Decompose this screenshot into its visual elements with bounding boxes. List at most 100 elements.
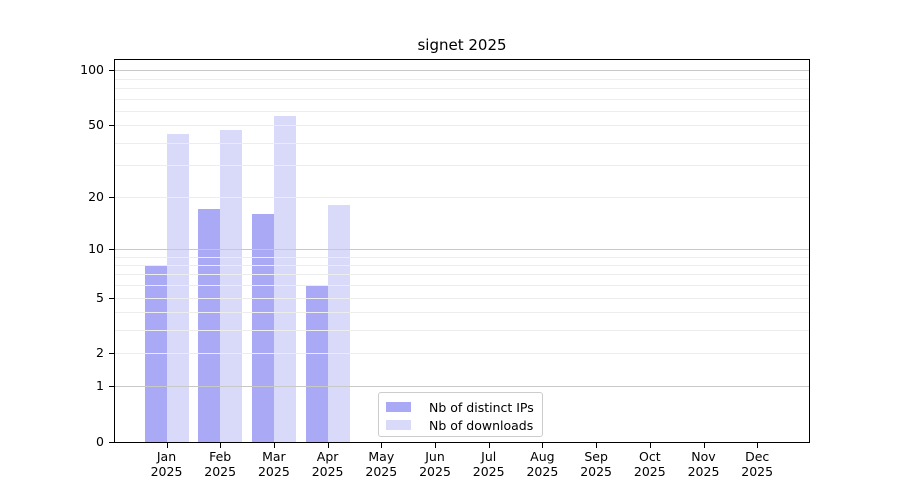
y-tick-label-20: 20 [88, 188, 104, 204]
gridline-major-10 [115, 249, 809, 250]
x-tick-mark [489, 443, 490, 448]
legend-label: Nb of distinct IPs [429, 399, 534, 415]
grid-layer [115, 60, 809, 442]
x-tick-label-mar: Mar 2025 [242, 449, 306, 479]
gridline-minor-20 [115, 197, 809, 198]
x-tick-year: 2025 [526, 464, 559, 479]
gridline-major-100 [115, 70, 809, 71]
x-tick-year: 2025 [419, 464, 451, 479]
x-tick-label-feb: Feb 2025 [188, 449, 252, 479]
x-tick-month: Feb [209, 449, 232, 464]
x-tick-mark [704, 443, 705, 448]
bar-feb-downloads [220, 130, 243, 442]
x-tick-month: Mar [262, 449, 286, 464]
bars-layer [115, 60, 809, 442]
chart-title: signet 2025 [417, 36, 507, 54]
x-tick-label-sep: Sep 2025 [564, 449, 628, 479]
x-tick-month: Dec [745, 449, 770, 464]
x-tick-month: Sep [584, 449, 608, 464]
gridline-minor-70 [115, 99, 809, 100]
x-tick-month: Jun [425, 449, 445, 464]
gridline-minor-5 [115, 298, 809, 299]
x-tick-label-apr: Apr 2025 [296, 449, 360, 479]
y-tick-mark [109, 442, 114, 443]
y-tick-mark [109, 70, 114, 71]
bar-jan-downloads [166, 133, 189, 442]
x-tick-month: Oct [638, 449, 661, 464]
x-tick-year: 2025 [365, 464, 398, 479]
gridline-minor-80 [115, 88, 809, 89]
x-tick-month: Aug [530, 449, 555, 464]
legend-swatch-distinct-ips [386, 402, 411, 412]
gridline-minor-3 [115, 330, 809, 331]
x-tick-year: 2025 [472, 464, 505, 479]
x-tick-year: 2025 [741, 464, 774, 479]
x-tick-month: Jan [156, 449, 177, 464]
gridline-minor-50 [115, 125, 809, 126]
y-tick-label-50: 50 [88, 117, 104, 133]
gridline-minor-4 [115, 312, 809, 313]
gridline-major-1 [115, 386, 809, 387]
x-tick-month: Nov [691, 449, 716, 464]
legend-entry: Nb of distinct IPs [379, 398, 542, 416]
bar-mar-distinct-ips [251, 213, 274, 442]
y-tick-label-1: 1 [96, 378, 104, 394]
y-tick-label-2: 2 [96, 345, 104, 361]
x-tick-label-oct: Oct 2025 [618, 449, 682, 479]
legend-swatch-downloads [386, 420, 411, 430]
x-tick-label-jan: Jan 2025 [135, 449, 199, 479]
x-tick-month: Apr [316, 449, 339, 464]
x-tick-mark [435, 443, 436, 448]
bar-apr-distinct-ips [305, 285, 328, 442]
x-tick-month: May [368, 449, 395, 464]
y-tick-mark [109, 125, 114, 126]
gridline-minor-6 [115, 285, 809, 286]
y-tick-mark [109, 249, 114, 250]
y-tick-mark [109, 197, 114, 198]
x-tick-mark [650, 443, 651, 448]
x-tick-mark [220, 443, 221, 448]
y-tick-label-5: 5 [96, 289, 104, 305]
gridline-minor-9 [115, 257, 809, 258]
legend-label: Nb of downloads [429, 417, 534, 433]
gridline-minor-2 [115, 353, 809, 354]
x-tick-month: Jul [481, 449, 497, 464]
x-tick-year: 2025 [633, 464, 666, 479]
x-tick-year: 2025 [580, 464, 612, 479]
bar-apr-downloads [327, 204, 350, 442]
x-tick-mark [542, 443, 543, 448]
x-tick-mark [167, 443, 168, 448]
x-tick-label-may: May 2025 [349, 449, 413, 479]
x-tick-label-nov: Nov 2025 [672, 449, 736, 479]
y-tick-label-100: 100 [80, 62, 104, 78]
legend-entry: Nb of downloads [379, 416, 542, 434]
gridline-minor-60 [115, 111, 809, 112]
plot-area: Nb of distinct IPs Nb of downloads [114, 59, 810, 443]
x-tick-label-dec: Dec 2025 [725, 449, 789, 479]
x-tick-mark [757, 443, 758, 448]
gridline-minor-8 [115, 265, 809, 266]
gridline-minor-30 [115, 165, 809, 166]
gridline-minor-90 [115, 79, 809, 80]
gridline-minor-7 [115, 274, 809, 275]
bar-feb-distinct-ips [198, 209, 221, 442]
x-tick-label-aug: Aug 2025 [510, 449, 574, 479]
x-tick-mark [328, 443, 329, 448]
x-tick-year: 2025 [687, 464, 720, 479]
gridline-minor-40 [115, 143, 809, 144]
y-tick-mark [109, 298, 114, 299]
y-tick-label-0: 0 [96, 434, 104, 449]
x-tick-mark [596, 443, 597, 448]
x-tick-year: 2025 [150, 464, 183, 479]
y-tick-mark [109, 386, 114, 387]
y-tick-label-10: 10 [88, 240, 104, 256]
x-tick-mark [381, 443, 382, 448]
x-tick-label-jun: Jun 2025 [403, 449, 467, 479]
x-tick-year: 2025 [204, 464, 237, 479]
x-tick-year: 2025 [311, 464, 344, 479]
x-tick-label-jul: Jul 2025 [457, 449, 521, 479]
legend: Nb of distinct IPs Nb of downloads [378, 392, 543, 437]
y-tick-mark [109, 353, 114, 354]
x-tick-year: 2025 [257, 464, 290, 479]
